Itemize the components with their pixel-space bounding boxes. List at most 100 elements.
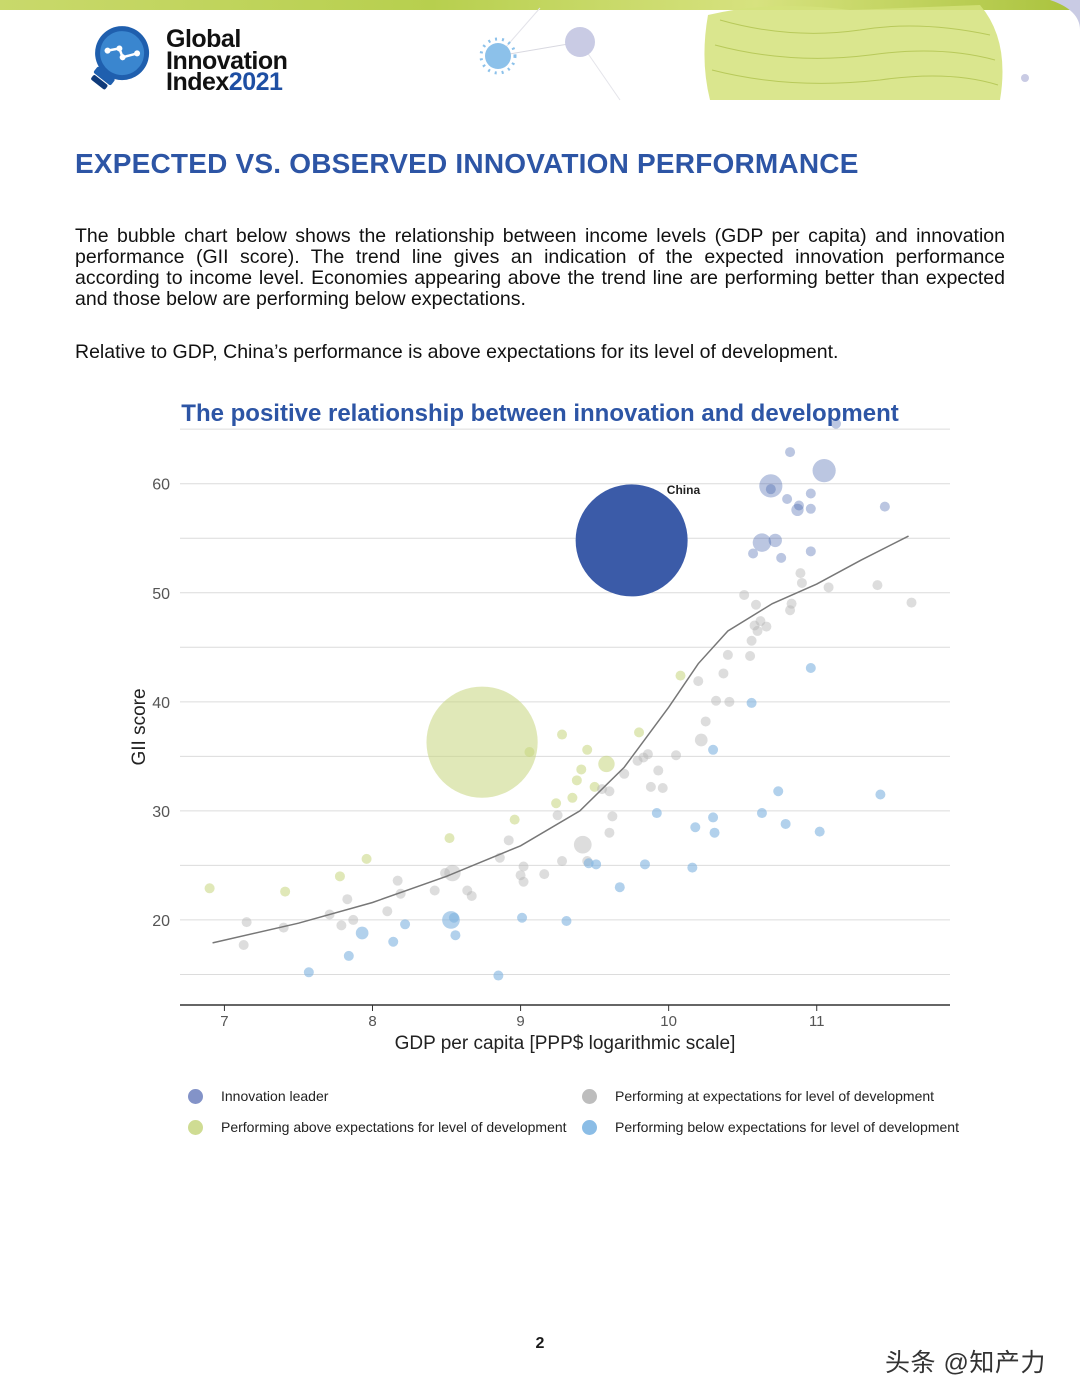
page-headline: EXPECTED VS. OBSERVED INNOVATION PERFORM…: [75, 148, 859, 179]
x-tick-label: 7: [220, 1013, 228, 1030]
bubble-above: [582, 744, 593, 755]
legend-label-leader: Innovation leader: [221, 1088, 329, 1104]
bubble-at: [444, 864, 461, 882]
bubble-above: [524, 746, 535, 757]
bubble-at: [518, 861, 529, 872]
bubble-above: [444, 833, 455, 844]
top-decorative-band: [0, 0, 1080, 10]
bubble-leader: [575, 484, 688, 597]
bubble-leader: [752, 533, 772, 552]
bubble-above: [426, 686, 538, 798]
bubble-below: [561, 916, 572, 927]
y-tick-label: 60: [152, 477, 170, 494]
bubble-leader: [785, 447, 796, 458]
bubble-at: [700, 716, 711, 727]
bubble-above: [675, 670, 686, 681]
bubble-below: [583, 858, 594, 869]
gridlines: [180, 428, 950, 975]
bubble-at: [503, 835, 514, 846]
legend-dot-at: [582, 1088, 597, 1104]
bubble-at: [694, 733, 708, 747]
bubble-leader: [812, 459, 836, 483]
bubble-at: [746, 635, 757, 646]
x-axis-label: GDP per capita [PPP$ logarithmic scale]: [395, 1033, 736, 1054]
bubble-below: [343, 950, 354, 961]
bubble-at: [657, 782, 668, 793]
legend-label-above: Performing above expectations for level …: [221, 1119, 567, 1135]
trend-line: [212, 535, 909, 944]
y-tick-label: 40: [152, 695, 170, 712]
bubble-below: [651, 808, 662, 819]
bubble-below: [708, 744, 719, 755]
annotation-label: China: [667, 483, 701, 497]
y-tick-label: 50: [152, 586, 170, 603]
bubble-leader: [782, 493, 793, 504]
bubble-below: [388, 936, 399, 947]
bubble-leader: [776, 552, 787, 563]
bubble-above: [567, 792, 578, 803]
y-tick-label: 20: [152, 913, 170, 930]
bubble-at: [823, 582, 834, 593]
bubble-leader: [830, 418, 841, 429]
bubble-at: [619, 768, 630, 779]
bubble-at: [336, 920, 347, 931]
bubble-above: [204, 883, 215, 894]
bubble-at: [515, 870, 526, 881]
bubble-leader: [805, 546, 816, 557]
bubble-below: [614, 882, 625, 893]
bubble-at: [645, 781, 656, 792]
bubble-at: [462, 885, 473, 896]
bubble-leader: [805, 503, 816, 514]
bubble-at: [749, 620, 760, 631]
bubbles: [204, 418, 917, 981]
bubble-below: [355, 926, 369, 940]
bubble-below: [493, 970, 504, 981]
logo-year: 2021: [228, 68, 283, 96]
legend-item-below: Performing below expectations for level …: [582, 1119, 959, 1135]
bubble-below: [709, 827, 720, 838]
logo-index-word: Index: [166, 68, 229, 96]
bubble-at: [278, 922, 289, 933]
bubble-above: [551, 798, 562, 809]
bubble-below: [450, 930, 461, 941]
bubble-below: [517, 912, 528, 923]
sphere-icon: [565, 27, 595, 57]
bubble-below: [591, 859, 602, 870]
bubble-below: [805, 663, 816, 674]
bubble-leader: [793, 500, 804, 511]
bubble-above: [598, 755, 615, 773]
bubble-below: [400, 919, 411, 930]
bubble-below: [756, 808, 767, 819]
y-axis-label: GII score: [129, 688, 150, 765]
bubble-below: [746, 697, 757, 708]
bubble-at: [711, 695, 722, 706]
y-axis-ticks: 20 30 40 50 60: [152, 477, 170, 930]
bubble-leader: [768, 533, 782, 548]
bubble-at: [785, 605, 796, 616]
bubble-at: [241, 917, 252, 928]
chart-title: The positive relationship between innova…: [181, 400, 899, 427]
bubble-at: [722, 649, 733, 660]
trend-polyline: [212, 535, 909, 944]
bubble-above: [509, 814, 520, 825]
bubble-at: [653, 765, 664, 776]
bubble-leader: [748, 548, 759, 559]
bubble-at: [607, 811, 618, 822]
annotations: China: [667, 483, 701, 497]
bubble-at: [604, 827, 615, 838]
bubble-below: [690, 822, 701, 833]
bubble-at: [392, 875, 403, 886]
bubble-below: [303, 967, 314, 978]
bubble-above: [557, 729, 568, 740]
x-axis: 7 8 9 10 11: [180, 1004, 950, 1030]
bubble-above: [589, 781, 600, 792]
bubble-below: [687, 862, 698, 873]
bubble-at: [761, 621, 772, 632]
logo-line-innovation: Innovation: [166, 47, 288, 75]
china-paragraph: Relative to GDP, China’s performance is …: [75, 341, 839, 363]
bubble-leader: [879, 501, 890, 512]
bubble-at: [466, 890, 477, 901]
bubble-at: [557, 856, 568, 867]
legend-dot-below: [582, 1119, 597, 1135]
